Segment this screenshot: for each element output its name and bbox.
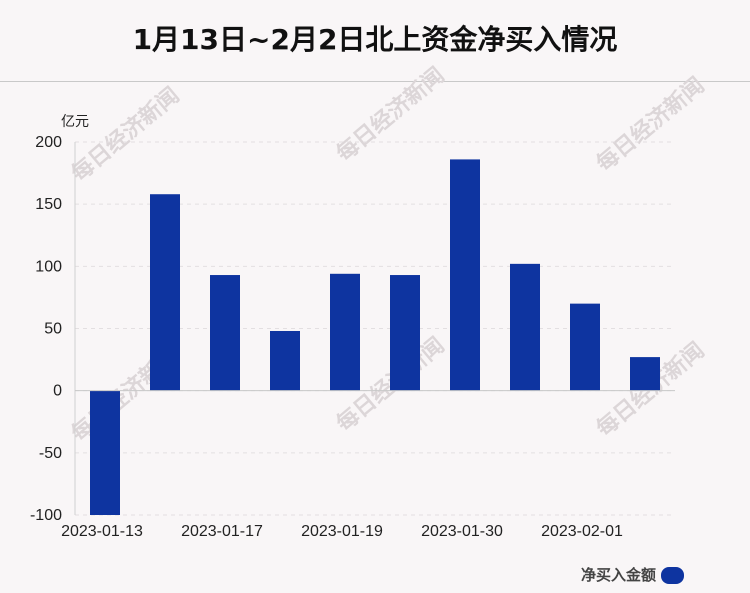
bar — [210, 275, 240, 391]
y-tick-label: 100 — [35, 258, 62, 275]
bar — [450, 159, 480, 391]
x-tick-label: 2023-01-13 — [61, 523, 143, 540]
y-tick-label: 150 — [35, 196, 62, 213]
legend: 净买入金额 — [581, 566, 684, 584]
bar — [510, 263, 540, 391]
x-tick-label: 2023-01-17 — [181, 523, 263, 540]
watermark-text: 每日经济新闻 — [332, 62, 450, 167]
y-tick-label: 200 — [35, 134, 62, 151]
chart-title: 1月13日~2月2日北上资金净买入情况 — [132, 23, 618, 56]
y-tick-label: 50 — [44, 321, 62, 338]
y-tick-label: 0 — [53, 383, 62, 400]
bar — [570, 303, 600, 391]
bar — [390, 275, 420, 391]
legend-swatch — [661, 567, 684, 584]
x-tick-label: 2023-01-19 — [301, 523, 383, 540]
title-divider — [0, 81, 750, 82]
watermark-text: 每日经济新闻 — [67, 82, 185, 187]
bar — [270, 330, 300, 391]
bar — [330, 273, 360, 391]
bar — [630, 357, 660, 391]
legend-label: 净买入金额 — [581, 566, 656, 584]
y-tick-label: -50 — [39, 445, 62, 462]
bar — [150, 194, 180, 391]
axes-group: 200 150 100 50 0 -50 -100 亿元 2023-01-13 2023-01-1… — [30, 114, 675, 540]
bar — [90, 390, 120, 515]
y-tick-label: -100 — [30, 507, 62, 524]
x-tick-label: 2023-02-01 — [541, 523, 623, 540]
watermark-text: 每日经济新闻 — [592, 72, 710, 177]
x-tick-label: 2023-01-30 — [421, 523, 503, 540]
y-axis-unit: 亿元 — [61, 114, 89, 130]
bars-group — [90, 159, 660, 515]
